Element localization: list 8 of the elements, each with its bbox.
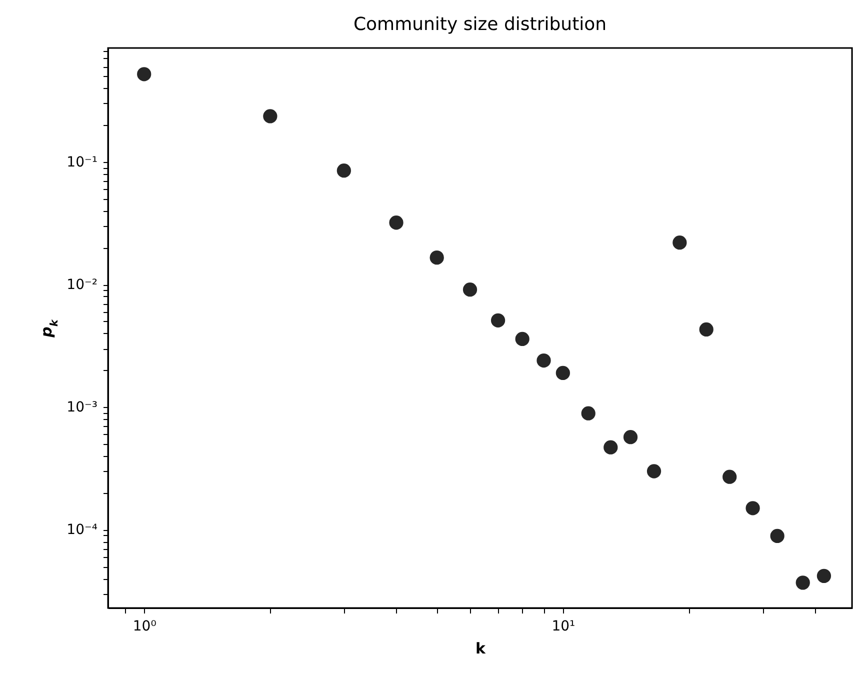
- y-tick-label: 10⁻³: [66, 400, 98, 416]
- y-tick-label: 10⁻¹: [66, 154, 98, 170]
- x-tick-label: 10⁰: [132, 618, 157, 634]
- y-tick-label: 10⁻⁴: [66, 522, 98, 538]
- x-tick-label: 10¹: [552, 618, 576, 634]
- y-tick-label: 10⁻²: [66, 277, 98, 294]
- chart-title: Community size distribution: [353, 14, 607, 36]
- x-axis-title: k: [476, 640, 487, 658]
